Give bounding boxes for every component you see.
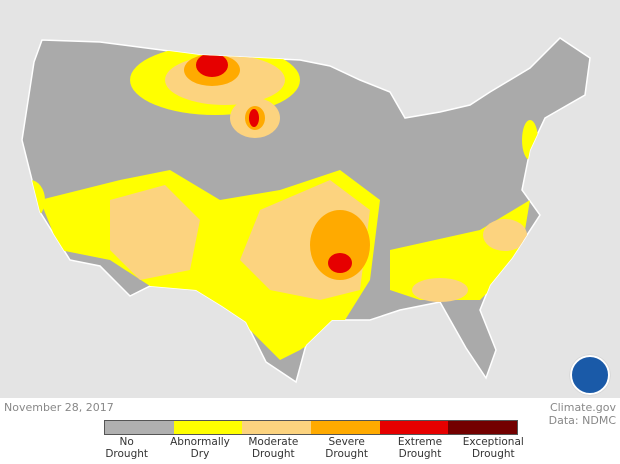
legend-label: No Drought [105, 436, 148, 460]
legend-bar [104, 420, 518, 435]
legend-label: Moderate Drought [248, 436, 299, 460]
drought-areas [22, 45, 538, 360]
extreme-drought-area [196, 53, 228, 77]
legend-label: Extreme Drought [397, 436, 443, 460]
legend-labels: No Drought Abnormally Dry Moderate Drought … [90, 436, 530, 460]
credit-source: Climate.gov [549, 401, 616, 414]
legend-swatch-moderate [242, 421, 312, 434]
legend-swatch-abnormally-dry [173, 421, 243, 434]
legend-swatch-exceptional [448, 421, 518, 434]
credit: Climate.gov Data: NDMC [549, 401, 616, 427]
noaa-logo [570, 355, 610, 395]
map-date: November 28, 2017 [4, 401, 114, 414]
legend-label: Exceptional Drought [462, 436, 524, 460]
legend-label: Abnormally Dry [170, 436, 230, 460]
legend-swatch-extreme [379, 421, 449, 434]
legend-swatch-no-drought [105, 421, 174, 434]
credit-data: Data: NDMC [548, 414, 616, 427]
legend-label: Severe Drought [325, 436, 368, 460]
drought-map [0, 0, 620, 398]
legend-swatch-severe [311, 421, 380, 434]
